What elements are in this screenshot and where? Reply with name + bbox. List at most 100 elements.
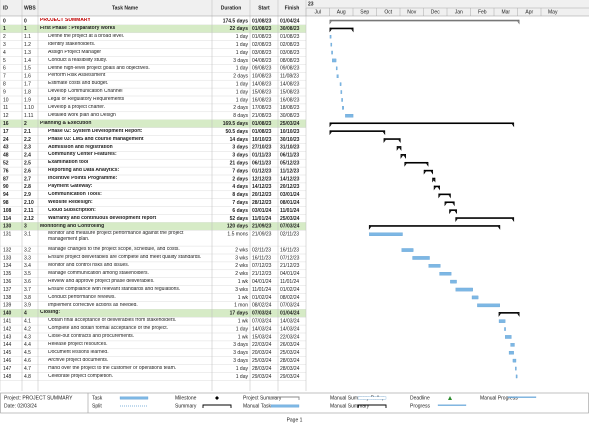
task-name: Ensure project deliverables are complete…: [48, 255, 202, 261]
cell-duration: 1 day: [236, 34, 249, 40]
cell-finish: 16/11/23: [280, 247, 299, 253]
summary-bar-end: [400, 154, 406, 159]
cell-duration: 120 days: [227, 224, 248, 230]
cell-id: 2: [3, 34, 6, 40]
cell-start: 28/03/24: [252, 366, 272, 372]
cell-duration: 1 day: [236, 42, 249, 48]
cell-start: 27/10/23: [252, 145, 272, 151]
task-row: 108 2.11 Cloud Subscription: 6 days 03/01/24…: [0, 208, 457, 215]
cell-start: 06/11/23: [252, 160, 271, 166]
legend-label: Manual Summary: [330, 403, 370, 409]
legend-date: Date: 02/03/24: [4, 403, 37, 409]
cell-name: Legal or Regulatory Requirements: [48, 97, 125, 103]
task-row: 8 1.7 Estimate costs and budget. 1 day 14/08…: [0, 81, 342, 89]
task-name: Monitoring and Controlling: [40, 223, 105, 229]
task-row: 5 1.4 Conduct a feasibility study. 3 days 04…: [0, 58, 337, 65]
summary-bar: [444, 201, 455, 204]
timeline-month: Apr: [525, 9, 533, 15]
summary-bar: [397, 146, 401, 148]
task-name: Manage communication among stakeholders.: [48, 270, 149, 276]
cell-name: Ensure project deliverables are complete…: [48, 255, 202, 261]
legend-label: Task: [92, 395, 103, 401]
cell-wbs: 1.10: [24, 105, 34, 111]
cell-wbs: 2.12: [24, 216, 34, 222]
cell-wbs: 1.2: [24, 42, 31, 48]
cell-name: Incentive Points Programme:: [48, 176, 117, 181]
task-name: Celebrate project completion.: [48, 373, 114, 379]
cell-name: Implement corrective actions as needed.: [48, 302, 138, 308]
cell-name: Detailed work plan and Design: [48, 113, 116, 118]
cell-start: 21/09/23: [252, 224, 272, 230]
cell-duration: 4 days: [232, 184, 248, 190]
task-name: Monitor and measure project performance …: [48, 231, 184, 242]
cell-id: 3: [3, 42, 6, 48]
task-row: 6 1.5 Define high-level project goals and …: [0, 65, 338, 73]
cell-name: Estimate costs and budget.: [48, 81, 108, 86]
task-row: 16 2 Planning & Execution 169.5 days 01/08/2…: [0, 119, 515, 128]
task-name: Legal or Regulatory Requirements: [48, 97, 125, 103]
task-name: Define high-level project goals and obje…: [48, 65, 150, 71]
cell-id: 90: [3, 184, 9, 190]
cell-id: 140: [3, 311, 12, 317]
cell-wbs: 0: [24, 18, 27, 24]
task-bar: [335, 66, 338, 71]
cell-name: Admission and registration: [48, 145, 113, 150]
cell-name: Assign Project Manager: [48, 50, 101, 55]
cell-finish: 03/08/23: [280, 50, 300, 56]
cell-start: 14/12/23: [252, 184, 272, 190]
cell-finish: 01/02/24: [280, 287, 300, 293]
cell-start: 29/03/24: [252, 374, 272, 380]
legend-symbol: [270, 404, 300, 408]
cell-id: 17: [3, 129, 9, 135]
cell-wbs: 1.8: [24, 89, 31, 95]
cell-wbs: 3.9: [24, 303, 31, 309]
cell-finish: 11/08/23: [280, 74, 299, 80]
cell-name: Closing:: [40, 310, 60, 315]
task-name: Communication Tools:: [48, 191, 102, 197]
task-bar: [504, 327, 506, 331]
cell-finish: 25/03/24: [280, 216, 300, 222]
cell-id: 12: [3, 113, 9, 119]
task-row: 7 1.6 Perform Risk Assessment 2 days 10/08/2…: [0, 73, 339, 81]
legend-symbol: [437, 404, 467, 406]
task-name: Perform Risk Assessment: [48, 73, 106, 79]
cell-wbs: 1.4: [24, 58, 31, 64]
summary-bar-end: [444, 201, 455, 207]
cell-duration: 2 days: [233, 105, 248, 111]
task-name: Identify stakeholders.: [48, 41, 96, 47]
task-name: Implement corrective actions as needed.: [48, 302, 138, 308]
task-row: 2 1.1 Define the project at a broad level.…: [0, 34, 332, 41]
cell-name: Ensure compliance with relevant standard…: [48, 287, 180, 292]
task-bar: [455, 287, 473, 292]
cell-id: 144: [3, 342, 12, 348]
legend-label: Manual Summary Rollup: [330, 395, 385, 401]
cell-duration: 3 days: [233, 58, 248, 64]
task-name: Cloud Subscription:: [48, 207, 96, 213]
cell-id: 94: [3, 192, 9, 198]
cell-start: 10/08/23: [252, 74, 272, 80]
cell-id: 10: [3, 97, 9, 103]
timeline-month: Sep: [360, 9, 369, 15]
summary-bar-end: [433, 185, 440, 191]
cell-wbs: 2.4: [24, 153, 31, 159]
cell-finish: 03/01/24: [280, 192, 300, 198]
cell-id: 1: [3, 26, 6, 32]
cell-wbs: 3.6: [24, 279, 31, 285]
task-row: 90 2.8 Payment Gateway: 4 days 14/12/23 20/12…: [0, 184, 440, 192]
cell-wbs: 3.3: [24, 255, 31, 261]
cell-start: 15/03/24: [252, 334, 272, 340]
task-bar: [515, 366, 517, 371]
cell-name: First Phase : Preparatory works: [40, 26, 115, 31]
cell-finish: 29/03/24: [280, 374, 300, 380]
summary-bar: [369, 225, 500, 227]
task-row: 132 3.2 Manage changes to the project scop…: [0, 247, 414, 255]
column-header: ID: [3, 5, 8, 11]
cell-finish: 28/03/24: [280, 366, 300, 372]
cell-start: 01/08/23: [252, 34, 272, 40]
cell-start: 12/12/23: [252, 176, 272, 182]
column-header: Duration: [221, 5, 242, 11]
cell-finish: 01/08/23: [280, 34, 300, 40]
task-row: 52 2.5 Examination tool 21 days 06/11/23 05/1…: [0, 160, 429, 168]
cell-id: 11: [3, 105, 8, 111]
cell-start: 11/01/24: [252, 287, 271, 293]
